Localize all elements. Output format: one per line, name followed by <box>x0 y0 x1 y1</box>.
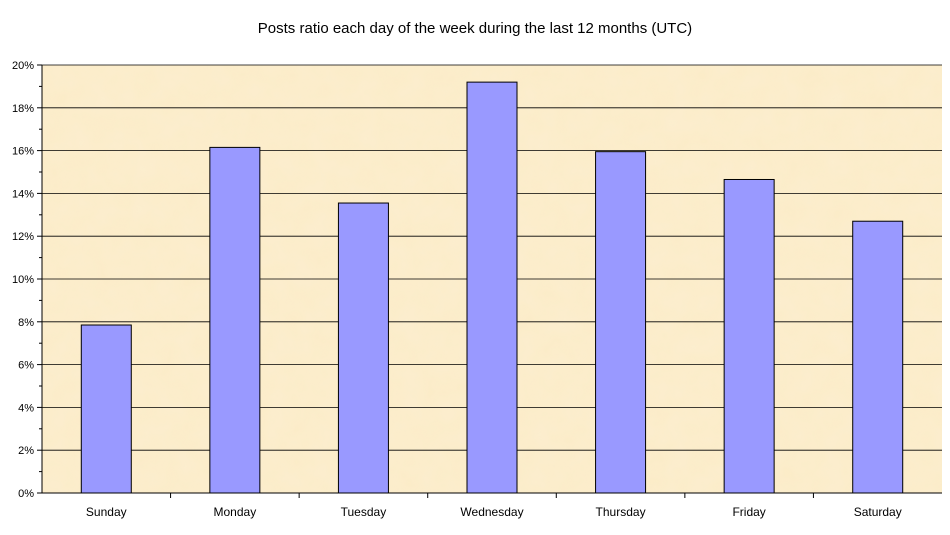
y-tick-label: 20% <box>12 60 34 72</box>
y-tick-label: 10% <box>12 274 34 286</box>
y-tick-label: 8% <box>18 317 34 329</box>
bar-thursday <box>595 151 647 494</box>
x-tick-label: Friday <box>732 505 765 519</box>
bar-friday <box>723 178 775 494</box>
y-axis-ticks: 0% 2% 4% 6% 8% 10% 12% 14% 16% 18% 20% <box>12 60 42 500</box>
bar-monday <box>209 146 261 494</box>
x-tick-label: Tuesday <box>341 505 387 519</box>
x-tick-label: Saturday <box>854 505 902 519</box>
y-tick-label: 12% <box>12 231 34 243</box>
y-tick-label: 18% <box>12 103 34 115</box>
chart-title: Posts ratio each day of the week during … <box>258 20 692 37</box>
x-axis-ticks: Sunday Monday Tuesday Wednesday Thursday Frid… <box>86 493 902 519</box>
bars <box>80 81 904 494</box>
bar-wednesday <box>466 81 518 494</box>
y-tick-label: 16% <box>12 146 34 158</box>
x-tick-label: Thursday <box>596 505 646 519</box>
x-tick-label: Monday <box>214 505 257 519</box>
y-tick-label: 2% <box>18 445 34 457</box>
x-tick-label: Sunday <box>86 505 127 519</box>
y-tick-label: 6% <box>18 360 34 372</box>
y-tick-label: 0% <box>18 488 34 500</box>
y-tick-label: 4% <box>18 402 34 414</box>
y-tick-label: 14% <box>12 188 34 200</box>
bar-tuesday <box>337 202 389 494</box>
x-tick-label: Wednesday <box>460 505 523 519</box>
bar-saturday <box>852 220 904 494</box>
bar-sunday <box>80 324 132 494</box>
